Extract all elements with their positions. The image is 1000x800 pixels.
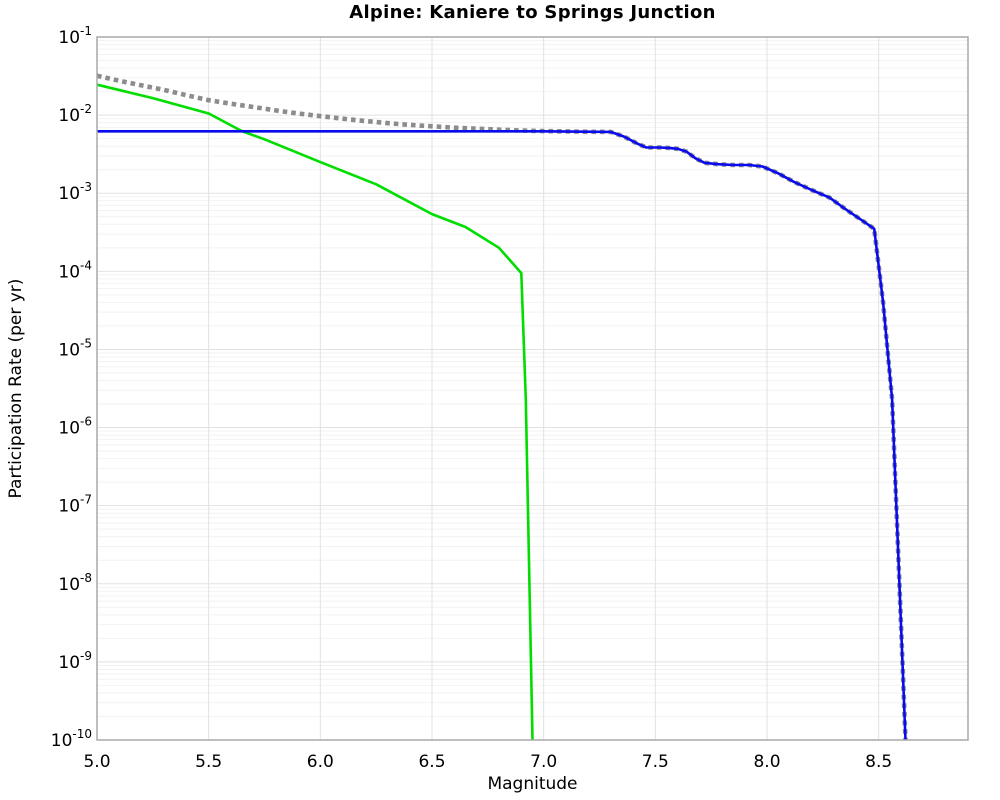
x-tick-label: 6.0 [307,752,334,772]
y-tick-label: 10-5 [58,336,92,360]
x-grid-major [96,37,880,740]
y-tick-label: 10-7 [58,493,92,517]
series-blue-solid-line [97,130,907,741]
y-tick-label: 10-4 [58,258,92,282]
x-tick-label: 6.5 [418,752,445,772]
y-tick-label: 10-2 [58,102,92,126]
x-tick-label: 7.5 [642,752,669,772]
y-tick-labels: 10-1 10-2 10-3 10-4 10-5 10-6 10-7 10-8 10-9 10-1… [51,24,92,751]
y-tick-label: 10-1 [58,24,92,48]
y-tick-label: 10-10 [51,727,92,751]
plot-border [96,36,969,741]
y-grid-major [97,36,968,741]
y-tick-label: 10-3 [58,180,92,204]
y-tick-label: 10-6 [58,415,92,439]
x-tick-label: 5.5 [195,752,222,772]
x-tick-label: 5.0 [83,752,110,772]
y-tick-label: 10-8 [58,571,92,595]
x-tick-label: 8.5 [865,752,892,772]
x-tick-label: 8.0 [753,752,780,772]
y-tick-label: 10-9 [58,649,92,673]
y-axis-label: Participation Rate (per yr) [6,278,26,499]
series-green-solid-line [96,83,534,741]
y-grid-minor [97,40,968,717]
x-tick-label: 7.0 [530,752,557,772]
chart-title: Alpine: Kaniere to Springs Junction [349,2,716,23]
x-tick-labels: 5.0 5.5 6.0 6.5 7.0 7.5 8.0 8.5 [83,752,892,772]
x-axis-label: Magnitude [487,774,578,794]
